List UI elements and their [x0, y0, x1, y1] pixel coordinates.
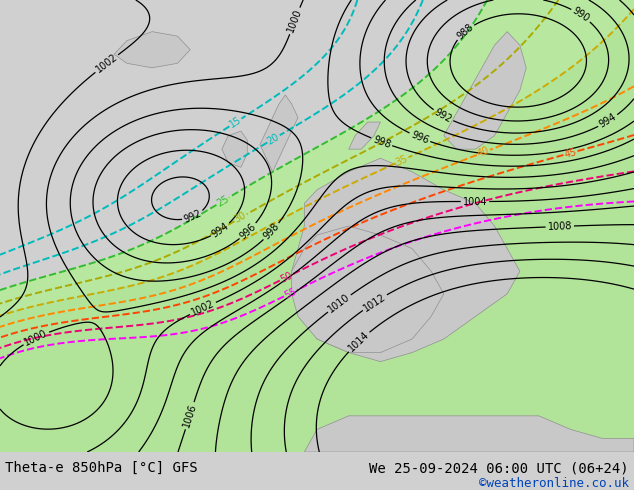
Text: 1000: 1000 — [286, 8, 304, 34]
Text: 990: 990 — [571, 6, 592, 25]
Text: 1006: 1006 — [181, 402, 198, 429]
Text: 1014: 1014 — [346, 330, 371, 354]
Text: 1008: 1008 — [547, 221, 573, 232]
Text: 30: 30 — [233, 210, 249, 225]
Text: 992: 992 — [183, 208, 204, 225]
Text: 998: 998 — [261, 221, 281, 242]
Text: 998: 998 — [372, 134, 392, 150]
Text: 996: 996 — [238, 221, 258, 241]
Text: 994: 994 — [210, 220, 231, 240]
Text: 1010: 1010 — [327, 292, 352, 315]
Text: 50: 50 — [278, 270, 294, 285]
Text: 1002: 1002 — [94, 52, 119, 75]
Text: 994: 994 — [597, 112, 618, 130]
Text: 20: 20 — [266, 131, 281, 147]
Text: ©weatheronline.co.uk: ©weatheronline.co.uk — [479, 476, 629, 490]
Text: 1004: 1004 — [463, 196, 487, 206]
Text: 15: 15 — [228, 115, 243, 130]
Text: 1000: 1000 — [23, 328, 49, 348]
Text: 35: 35 — [394, 153, 410, 168]
Text: 25: 25 — [215, 194, 231, 209]
Text: We 25-09-2024 06:00 UTC (06+24): We 25-09-2024 06:00 UTC (06+24) — [370, 461, 629, 475]
Text: 40: 40 — [476, 146, 491, 159]
Text: 992: 992 — [432, 107, 454, 124]
Text: Theta-e 850hPa [°C] GFS: Theta-e 850hPa [°C] GFS — [5, 461, 198, 475]
Text: 55: 55 — [283, 286, 299, 300]
Text: 1012: 1012 — [361, 292, 388, 313]
Text: 45: 45 — [563, 147, 578, 160]
Text: 1002: 1002 — [190, 298, 216, 318]
Text: 988: 988 — [455, 22, 476, 42]
Text: 996: 996 — [410, 129, 430, 146]
